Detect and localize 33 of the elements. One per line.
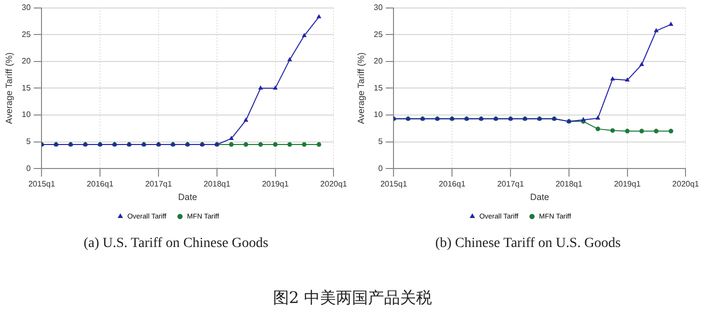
y-axis-title: Average Tariff (%) — [4, 52, 14, 124]
y-tick-label: 25 — [22, 30, 32, 39]
text: 图2 中美两国产品关税 — [272, 288, 434, 309]
x-tick-label: 2018q1 — [204, 180, 231, 189]
x-tick-label: 2019q1 — [614, 180, 642, 189]
x-tick-label: 2015q1 — [380, 180, 408, 189]
y-tick-label: 5 — [378, 137, 384, 146]
y-tick-label: 15 — [374, 83, 384, 92]
y-tick-label: 10 — [22, 110, 32, 120]
y-tick-label: 0 — [378, 164, 384, 173]
y-tick-label: 15 — [22, 83, 32, 92]
x-tick-label: 2018q1 — [556, 180, 583, 189]
y-tick-label: 25 — [374, 30, 384, 39]
x-tick-label: 2017q1 — [145, 180, 172, 189]
x-tick-label: 2015q1 — [28, 180, 56, 189]
x-tick-label: 2020q1 — [672, 180, 700, 189]
x-tick-label: 2016q1 — [438, 180, 466, 189]
y-axis-title: Average Tariff (%) — [356, 52, 366, 124]
text: (b) Chinese Tariff on U.S. Goods — [434, 236, 622, 252]
text: (a) U.S. Tariff on Chinese Goods — [82, 236, 270, 252]
y-tick-label: 5 — [26, 137, 32, 146]
y-tick-label: 20 — [374, 56, 384, 66]
x-tick-label: 2017q1 — [497, 180, 524, 189]
y-tick-label: 0 — [26, 164, 32, 173]
x-axis-title: Date — [178, 192, 198, 202]
x-axis-title: Date — [530, 192, 550, 202]
y-tick-label: 30 — [374, 3, 384, 12]
x-tick-label: 2020q1 — [320, 180, 348, 189]
y-tick-label: 20 — [22, 56, 32, 66]
x-tick-label: 2019q1 — [262, 180, 290, 189]
y-tick-label: 10 — [374, 110, 384, 120]
y-tick-label: 30 — [22, 3, 32, 12]
x-tick-label: 2016q1 — [86, 180, 114, 189]
